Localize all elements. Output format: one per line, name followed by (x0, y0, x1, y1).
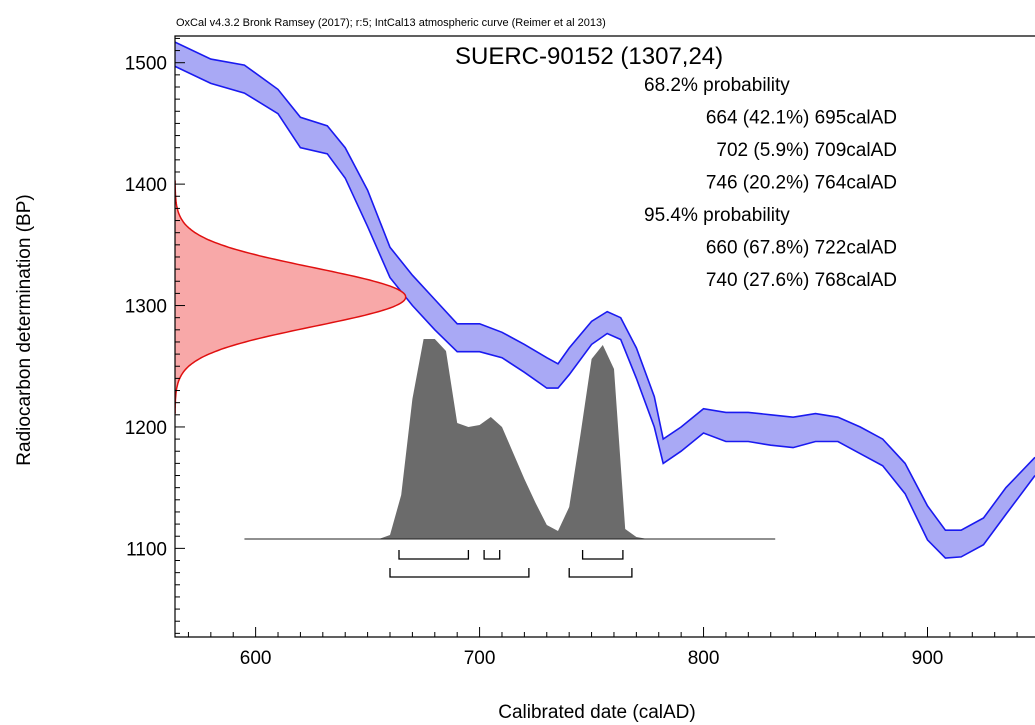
x-tick-label: 600 (240, 648, 272, 669)
range-bracket (483, 550, 501, 560)
y-tick-label: 1500 (125, 54, 167, 75)
y-tick-label: 1300 (125, 297, 167, 318)
plot-frame (174, 35, 1035, 638)
probability-range-item: 702 (5.9%) 709calAD (716, 140, 897, 161)
measurement-distribution-layer (175, 180, 407, 414)
x-tick-label: 800 (688, 648, 720, 669)
software-header: OxCal v4.3.2 Bronk Ramsey (2017); r:5; I… (176, 17, 606, 29)
probability-range-item: 660 (67.8%) 722calAD (706, 238, 897, 259)
calibration-curve-upper-line (175, 41, 1035, 531)
axes-layer: 1100 1200 1300 1400 1500 600 700 800 900 (125, 35, 1035, 669)
calibration-curve-band (175, 42, 1035, 559)
y-tick-label: 1200 (125, 418, 167, 439)
probability-heading: 68.2% probability (644, 75, 790, 96)
y-axis-label: Radiocarbon determination (BP) (14, 194, 35, 465)
measurement-distribution-line (175, 180, 407, 414)
range-bracket (568, 568, 633, 578)
x-tick-label: 700 (464, 648, 496, 669)
range-bracket (581, 550, 624, 560)
probability-range-item: 664 (42.1%) 695calAD (706, 108, 897, 129)
calibration-curve-layer (175, 41, 1035, 559)
y-tick-label: 1400 (125, 175, 167, 196)
y-tick-label: 1100 (126, 539, 167, 560)
posterior-distribution-layer (244, 339, 776, 540)
range-bracket (389, 568, 530, 578)
probability-range-item: 740 (27.6%) 768calAD (706, 270, 897, 291)
probability-range-item: 746 (20.2%) 764calAD (706, 173, 897, 194)
measurement-distribution-fill (175, 180, 406, 414)
probability-heading: 95.4% probability (644, 205, 790, 226)
x-tick-label: 900 (912, 648, 944, 669)
calibration-curve-lower-line (175, 65, 1035, 559)
range-brackets-layer (389, 550, 633, 578)
probability-ranges-text: 68.2% probability 664 (42.1%) 695calAD 702… (644, 75, 897, 291)
range-bracket (398, 550, 470, 560)
chart-title: SUERC-90152 (1307,24) (455, 43, 723, 70)
x-axis-label: Calibrated date (calAD) (498, 702, 695, 723)
posterior-distribution-fill (244, 339, 776, 539)
